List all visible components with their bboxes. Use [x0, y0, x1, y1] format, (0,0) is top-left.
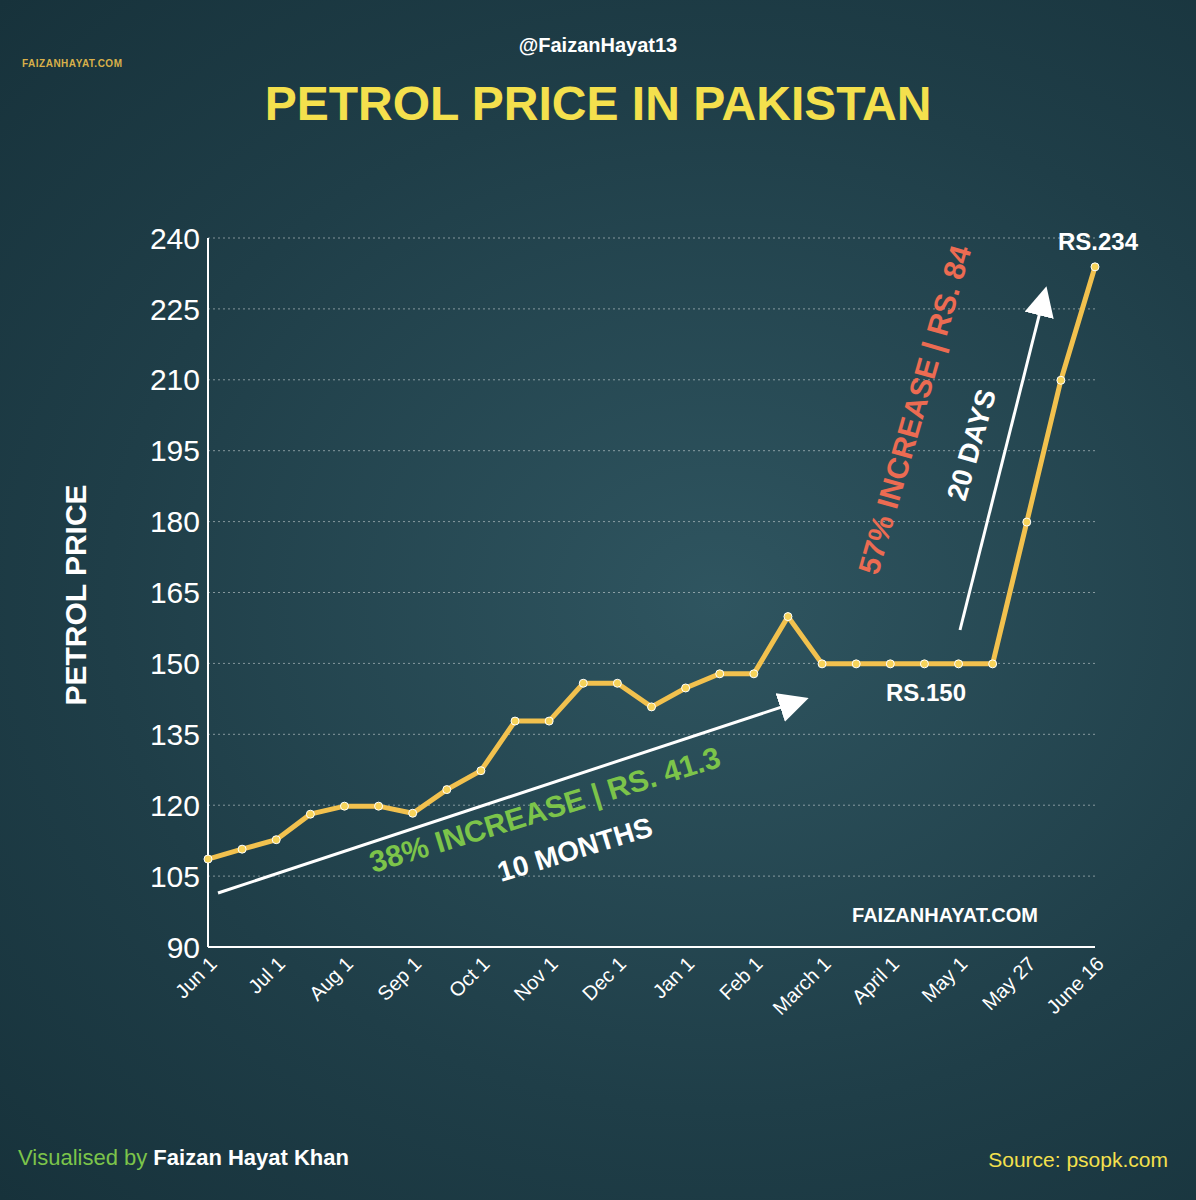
svg-text:Sep 1: Sep 1	[373, 952, 426, 1005]
svg-text:Jan 1: Jan 1	[648, 952, 698, 1002]
svg-text:210: 210	[150, 363, 200, 396]
svg-text:135: 135	[150, 718, 200, 751]
svg-text:90: 90	[167, 931, 200, 964]
html-text:@FaizanHayat13: @FaizanHayat13	[518, 34, 678, 56]
svg-text:Aug 1: Aug 1	[305, 952, 358, 1005]
svg-text:180: 180	[150, 505, 200, 538]
html-text:20 DAYS: 20 DAYS	[940, 385, 1003, 504]
svg-text:225: 225	[150, 293, 200, 326]
html-text:FAIZANHAYAT.COM: FAIZANHAYAT.COM	[852, 903, 1038, 926]
html-text:57% INCREASE | RS. 84: 57% INCREASE | RS. 84	[851, 241, 978, 578]
svg-text:Dec 1: Dec 1	[578, 952, 631, 1005]
svg-text:105: 105	[150, 860, 200, 893]
svg-text:Nov 1: Nov 1	[510, 952, 563, 1005]
html-text:PETROL PRICE: PETROL PRICE	[59, 484, 92, 706]
html-text:PETROL PRICE IN PAKISTAN: PETROL PRICE IN PAKISTAN	[264, 77, 932, 130]
svg-text:May 1: May 1	[917, 952, 971, 1006]
html-text:Visualised by Faizan Hayat Kha: Visualised by Faizan Hayat Khan	[18, 1145, 349, 1170]
svg-text:165: 165	[150, 576, 200, 609]
svg-text:Jul 1: Jul 1	[244, 952, 289, 997]
svg-text:Oct 1: Oct 1	[444, 952, 493, 1001]
svg-text:195: 195	[150, 434, 200, 467]
svg-text:240: 240	[150, 222, 200, 255]
html-text:RS.234: RS.234	[1058, 228, 1138, 255]
html-text:FAIZANHAYAT.COM: FAIZANHAYAT.COM	[22, 58, 123, 69]
svg-text:May 27: May 27	[978, 952, 1040, 1014]
html-text:38% INCREASE | RS. 41.3: 38% INCREASE | RS. 41.3	[365, 740, 725, 879]
svg-text:Feb 1: Feb 1	[715, 952, 767, 1004]
svg-text:Jun 1: Jun 1	[170, 952, 221, 1003]
html-text:RS.150: RS.150	[886, 679, 966, 706]
svg-text:June 16: June 16	[1042, 952, 1108, 1018]
html-text:Source: psopk.com: Source: psopk.com	[988, 1148, 1168, 1171]
html-text:10 MONTHS: 10 MONTHS	[493, 811, 656, 888]
svg-text:April 1: April 1	[848, 952, 904, 1008]
svg-text:120: 120	[150, 789, 200, 822]
svg-text:March 1: March 1	[768, 952, 835, 1019]
svg-text:150: 150	[150, 647, 200, 680]
